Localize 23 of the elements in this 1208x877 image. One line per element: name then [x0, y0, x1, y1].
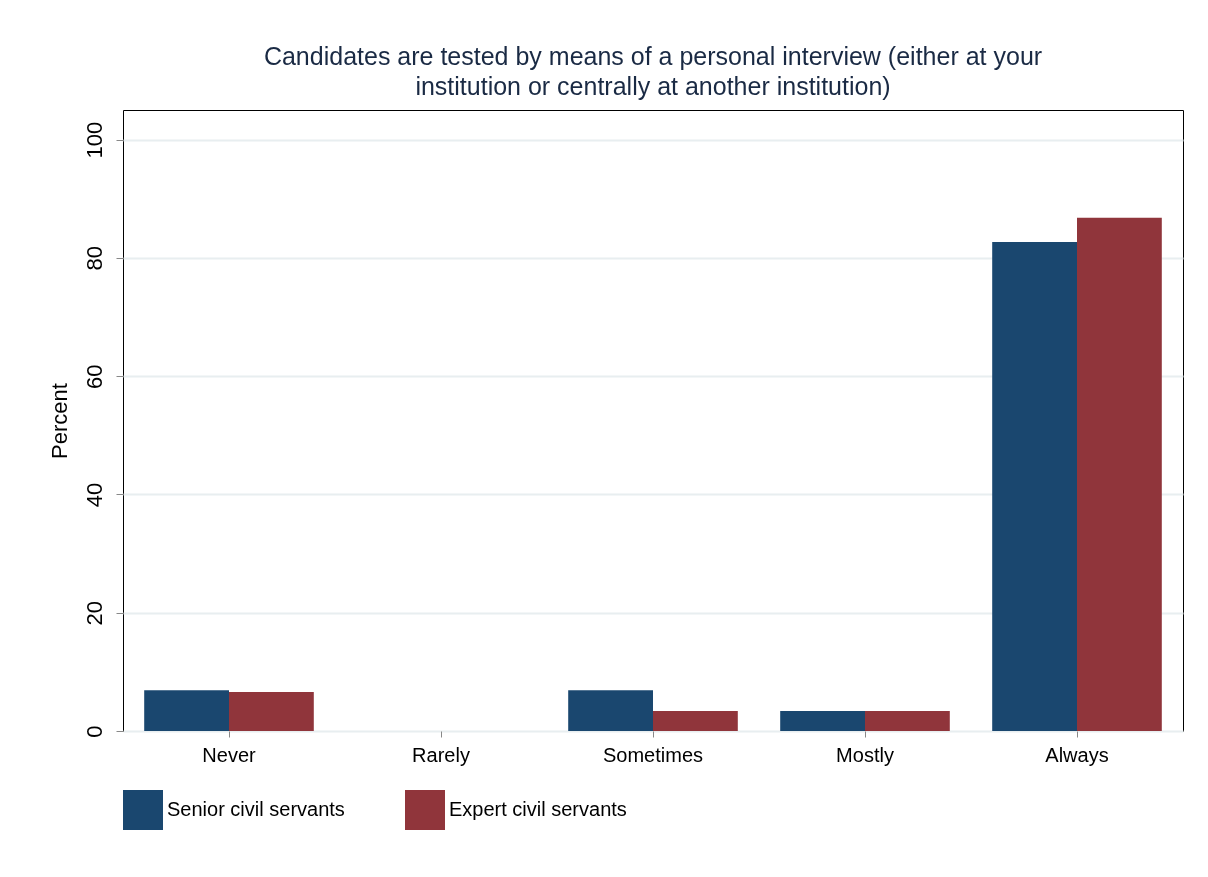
y-tick-label: 0: [81, 725, 107, 738]
x-tick-label: Sometimes: [602, 743, 704, 766]
x-tick-label: Always: [1045, 743, 1109, 766]
bar: [229, 691, 314, 731]
bar: [865, 710, 950, 731]
y-tick-label: 60: [81, 364, 107, 389]
y-axis-title: Percent: [46, 383, 72, 459]
bar: [144, 690, 229, 731]
x-tick-label: Mostly: [836, 743, 894, 766]
chart-title: Candidates are tested by means of a personal interview (either at your institution or centrally at another institution): [263, 42, 1043, 100]
bar: [992, 241, 1077, 731]
bar: [568, 690, 653, 731]
bar: [653, 710, 738, 731]
legend-label: Expert civil servants: [449, 798, 627, 820]
bar: [780, 710, 865, 731]
bar: [1077, 217, 1162, 731]
legend-label: Senior civil servants: [167, 798, 345, 820]
y-tick-label: 20: [81, 600, 107, 626]
x-tick-label: Rarely: [412, 743, 470, 766]
y-tick-label: 80: [81, 246, 107, 271]
y-tick-label: 100: [81, 121, 107, 159]
y-tick-label: 40: [81, 482, 107, 508]
x-tick-label: Never: [202, 743, 257, 766]
